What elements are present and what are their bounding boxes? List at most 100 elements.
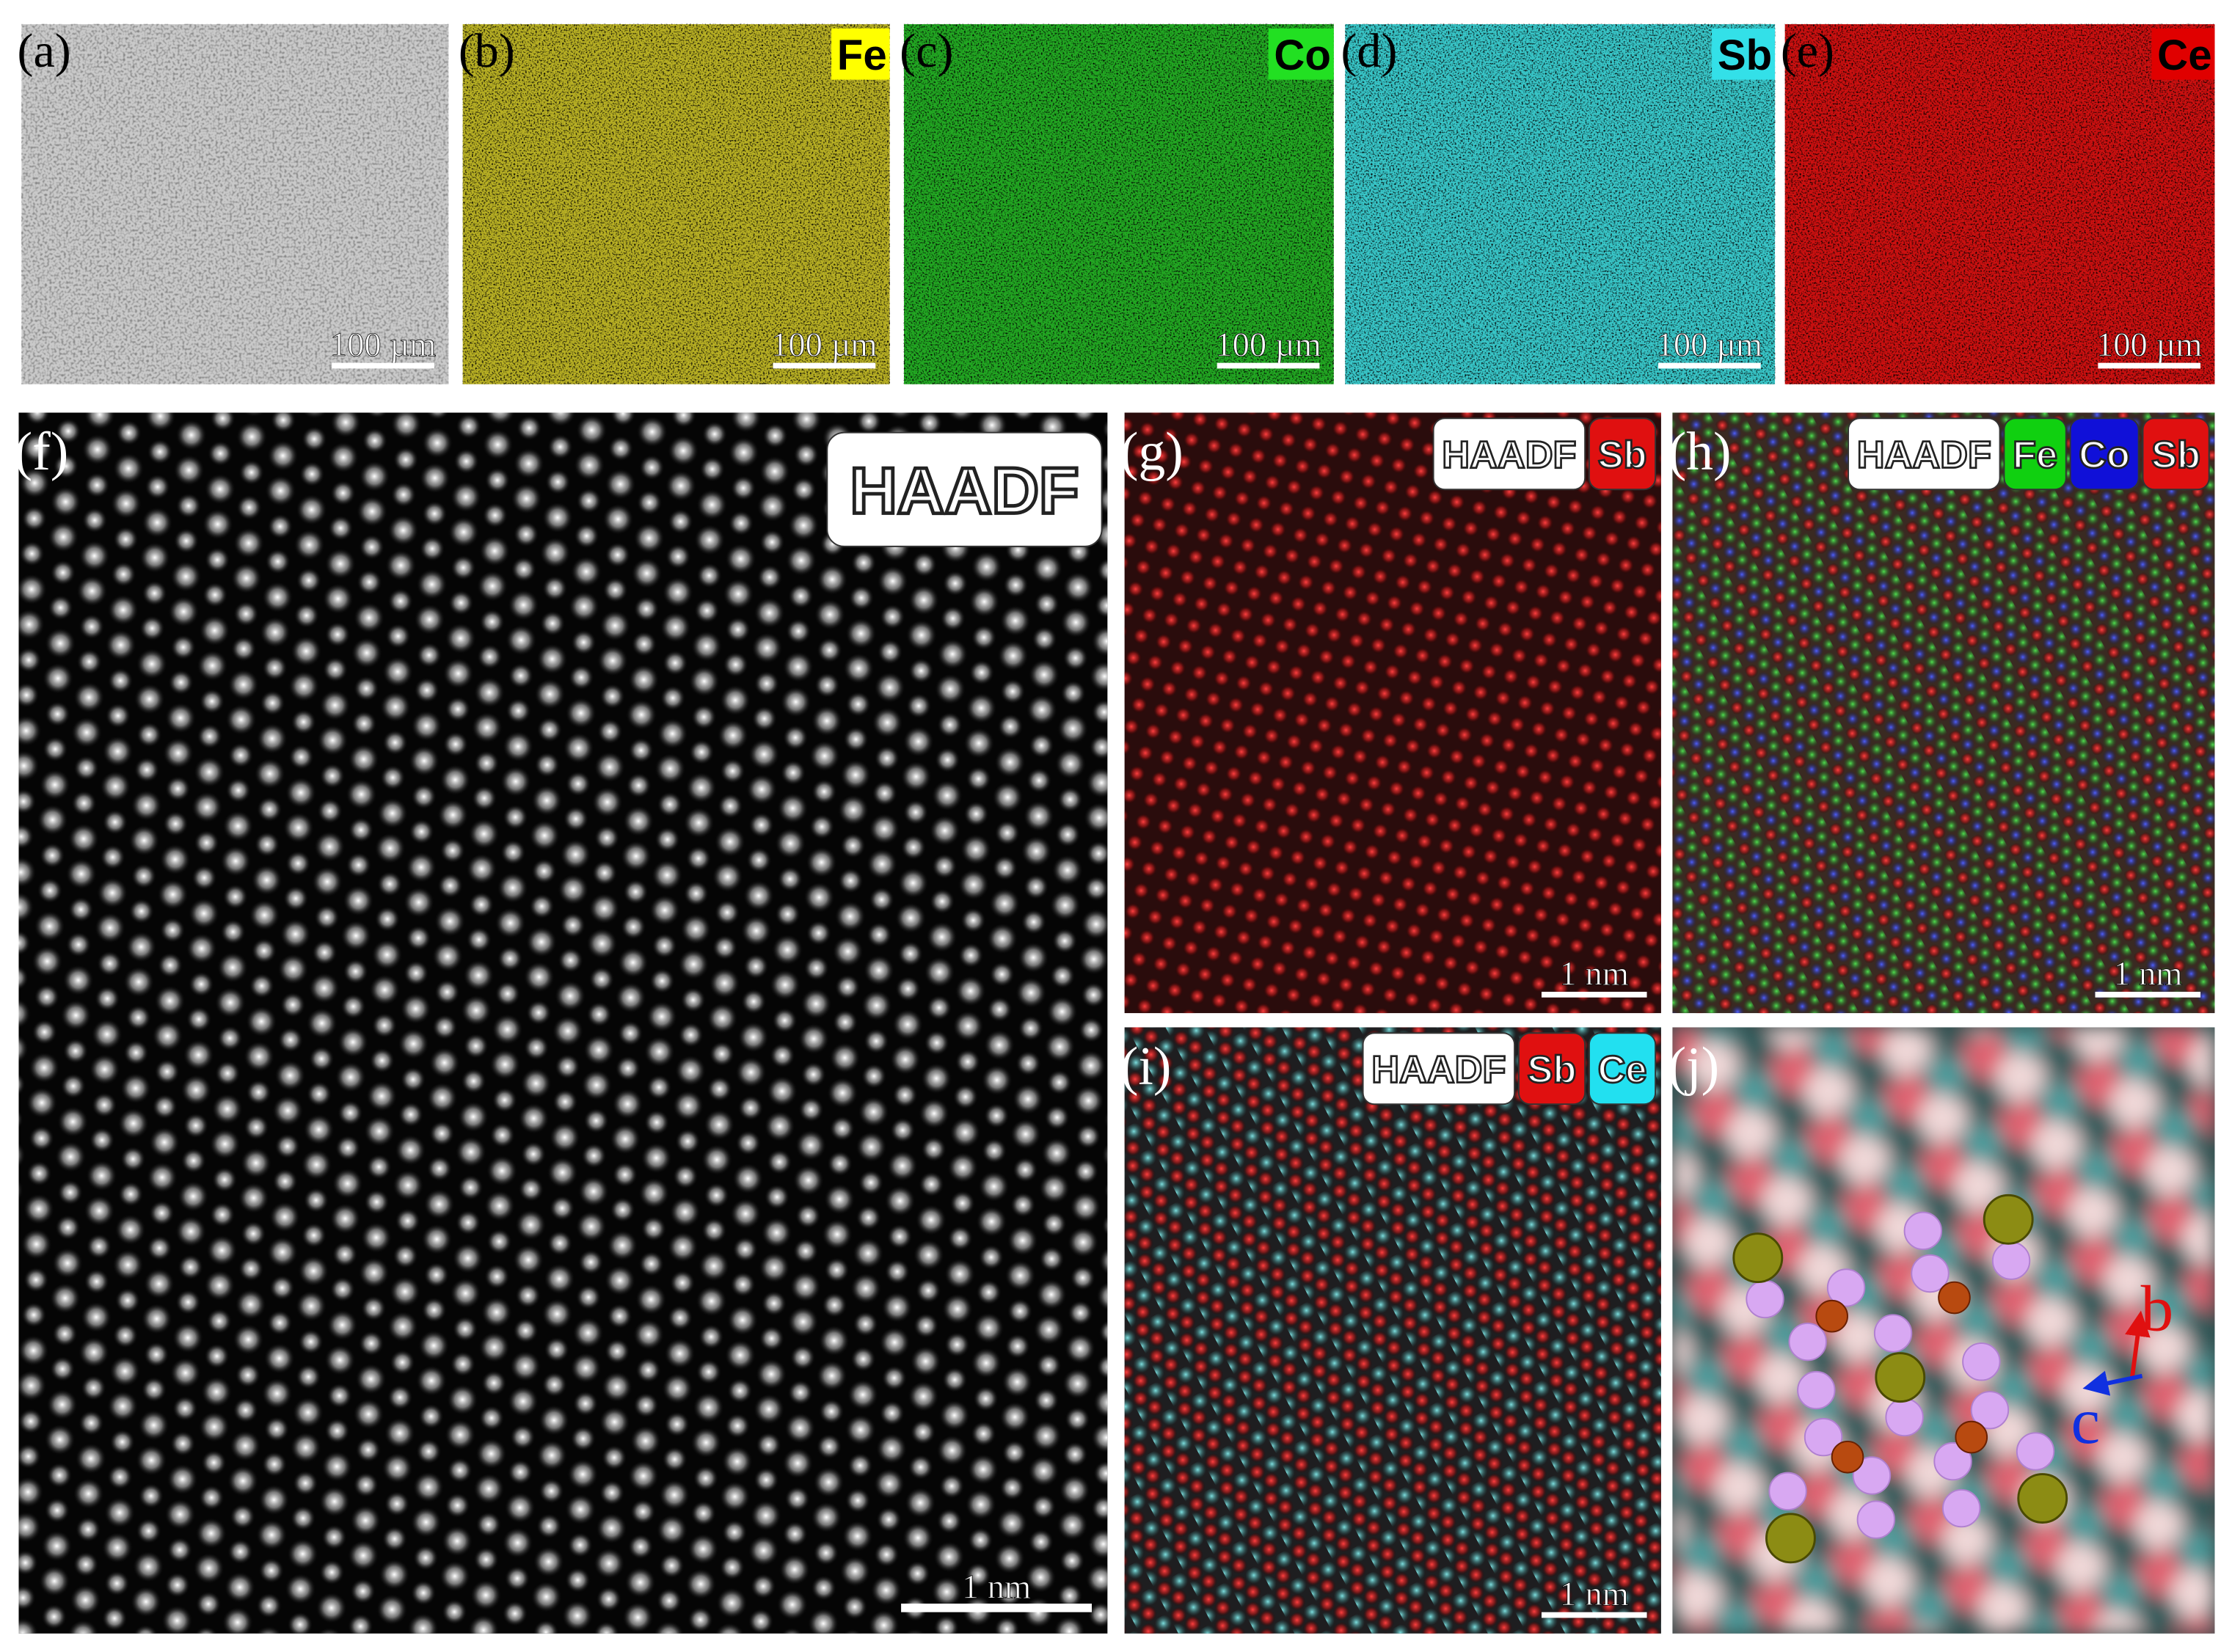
scale-bar-label: 100 µm xyxy=(1215,326,1321,364)
element-tag: HAADF xyxy=(1857,434,1991,477)
atom xyxy=(1955,1420,1988,1454)
tag-box xyxy=(1712,28,1776,80)
scale-bar-label: 1 nm xyxy=(962,1568,1031,1606)
lattice xyxy=(1672,1027,2215,1634)
panel-label: (b) xyxy=(459,24,515,78)
scale-bar-label: 100 µm xyxy=(330,326,436,364)
tag-box xyxy=(2003,417,2067,491)
element-tag: Ce xyxy=(1598,1049,1647,1092)
atom xyxy=(1885,1397,1924,1437)
tag-box xyxy=(1268,28,1334,80)
atom xyxy=(1991,1241,2031,1280)
tag-box xyxy=(1362,1032,1516,1105)
element-tag: Fe xyxy=(837,32,887,79)
tag-box xyxy=(831,28,890,80)
scale-bar xyxy=(2095,991,2201,998)
panel-label: (f) xyxy=(15,421,69,481)
tag-box xyxy=(2142,417,2210,491)
element-tag: Sb xyxy=(1528,1049,1577,1092)
element-tag: Co xyxy=(1274,32,1331,79)
panel: (h) Sb Co Fe HAADF 1 nm xyxy=(1668,412,2215,1014)
lattice xyxy=(1672,412,2215,1014)
atom xyxy=(1942,1488,1981,1528)
axis-label: c xyxy=(2071,1385,2101,1458)
element-tag: Co xyxy=(2079,434,2130,477)
atom xyxy=(1970,1391,2010,1430)
atom xyxy=(1983,1194,2034,1245)
element-tag: Fe xyxy=(2013,434,2057,477)
scale-bar xyxy=(2098,362,2201,369)
atom xyxy=(2016,1432,2055,1471)
atom xyxy=(1856,1500,1895,1539)
tag-box xyxy=(1517,1032,1586,1105)
panel-label: (c) xyxy=(900,24,953,78)
element-tag: HAADF xyxy=(850,453,1079,527)
panel: (e) Ce 100 µm xyxy=(1781,23,2215,384)
atom xyxy=(1911,1254,1950,1293)
tag-box xyxy=(2151,28,2215,80)
atom xyxy=(1903,1211,1943,1251)
scale-bar xyxy=(901,1604,1093,1612)
atom xyxy=(1933,1441,1972,1481)
element-tag: Sb xyxy=(1598,434,1647,477)
atom xyxy=(1815,1299,1848,1333)
scale-bar-label: 1 nm xyxy=(1560,955,1629,993)
element-tag: HAADF xyxy=(1442,434,1576,477)
panel: (c) Co 100 µm xyxy=(900,23,1334,384)
tag-box xyxy=(1432,417,1586,491)
atom xyxy=(1788,1322,1827,1362)
panel-label: (e) xyxy=(1781,24,1834,78)
atom xyxy=(1804,1417,1843,1457)
panel-label: (d) xyxy=(1341,24,1397,78)
element-tag: HAADF xyxy=(1371,1049,1506,1092)
tag-box xyxy=(826,431,1103,547)
texture xyxy=(1345,23,1776,384)
atom xyxy=(1831,1440,1864,1474)
crystal-model xyxy=(1732,1194,2068,1564)
panel: (d) Sb 100 µm xyxy=(1341,23,1776,384)
atom xyxy=(1852,1456,1892,1495)
lattice xyxy=(18,412,1108,1634)
texture xyxy=(21,23,449,384)
atom xyxy=(1873,1314,1913,1353)
panel-label: (g) xyxy=(1120,421,1184,481)
tag-box xyxy=(1588,1032,1657,1105)
panel: (i) Ce Sb HAADF 1 nm xyxy=(1120,1027,1661,1634)
texture xyxy=(903,23,1334,384)
axis-label: b xyxy=(2141,1273,2174,1345)
scale-bar-label: 1 nm xyxy=(2113,955,2182,993)
element-tag: Ce xyxy=(2157,32,2211,79)
axis-arrow xyxy=(2082,1370,2143,1396)
atom xyxy=(1962,1342,2001,1381)
panel-label: (h) xyxy=(1668,421,1732,481)
panel-label: (j) xyxy=(1668,1036,1720,1096)
panel: (b) Fe 100 µm xyxy=(459,23,890,384)
scale-bar-label: 1 nm xyxy=(1560,1576,1629,1613)
scale-bar xyxy=(1217,362,1320,369)
panel: (j) bc xyxy=(1668,1027,2215,1634)
element-tag: Sb xyxy=(2151,434,2200,477)
texture xyxy=(1784,23,2215,384)
scale-bar xyxy=(1541,991,1647,998)
atom xyxy=(2017,1473,2068,1524)
scale-bar xyxy=(332,362,434,369)
atom xyxy=(1768,1472,1807,1510)
element-tag: Sb xyxy=(1718,32,1772,79)
scale-bar xyxy=(1658,362,1761,369)
atom xyxy=(1765,1513,1816,1564)
atom xyxy=(1732,1232,1784,1284)
scale-bar xyxy=(1541,1612,1647,1618)
axis-arrow xyxy=(2125,1310,2151,1378)
tag-box xyxy=(1848,417,2001,491)
panel-label: (i) xyxy=(1120,1036,1172,1096)
panel-label: (a) xyxy=(18,24,71,78)
atom xyxy=(1826,1268,1866,1307)
scale-bar-label: 100 µm xyxy=(771,326,877,364)
scale-bar-label: 100 µm xyxy=(2096,326,2202,364)
scale-bar-label: 100 µm xyxy=(1657,326,1762,364)
lattice xyxy=(1124,412,1661,1014)
tag-box xyxy=(2069,417,2140,491)
texture xyxy=(462,23,890,384)
atom xyxy=(1746,1279,1784,1319)
